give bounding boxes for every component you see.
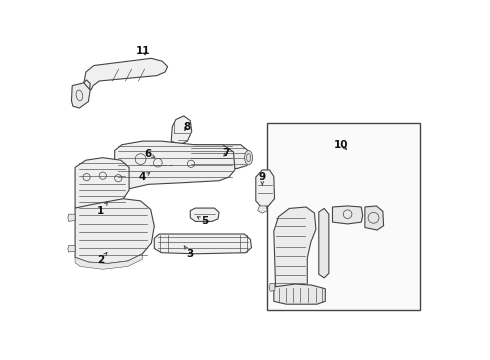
Polygon shape [84, 80, 90, 93]
Polygon shape [274, 284, 325, 304]
Text: 2: 2 [97, 253, 107, 265]
Polygon shape [256, 170, 274, 207]
Polygon shape [144, 153, 176, 166]
Polygon shape [269, 283, 275, 291]
Polygon shape [365, 206, 384, 230]
Polygon shape [68, 246, 75, 252]
Polygon shape [75, 158, 129, 208]
Polygon shape [274, 207, 316, 291]
Text: 3: 3 [184, 246, 194, 259]
Text: 1: 1 [97, 202, 107, 216]
Ellipse shape [245, 150, 252, 165]
Text: 11: 11 [136, 46, 151, 56]
Text: 10: 10 [334, 140, 349, 150]
Text: 9: 9 [259, 172, 266, 185]
Text: 5: 5 [197, 216, 208, 226]
Polygon shape [75, 254, 143, 269]
Polygon shape [72, 83, 90, 108]
Polygon shape [333, 206, 363, 224]
Bar [267, 123, 419, 310]
Text: 8: 8 [183, 122, 190, 132]
Polygon shape [319, 208, 329, 278]
Polygon shape [75, 199, 154, 264]
Polygon shape [115, 141, 235, 196]
Text: 4: 4 [139, 172, 150, 182]
Text: 7: 7 [222, 148, 230, 158]
Polygon shape [154, 234, 251, 254]
Polygon shape [84, 58, 168, 90]
Polygon shape [68, 214, 75, 221]
Polygon shape [258, 206, 268, 213]
Polygon shape [187, 145, 250, 168]
Polygon shape [171, 116, 192, 145]
Text: 6: 6 [144, 149, 155, 159]
Polygon shape [190, 208, 219, 221]
